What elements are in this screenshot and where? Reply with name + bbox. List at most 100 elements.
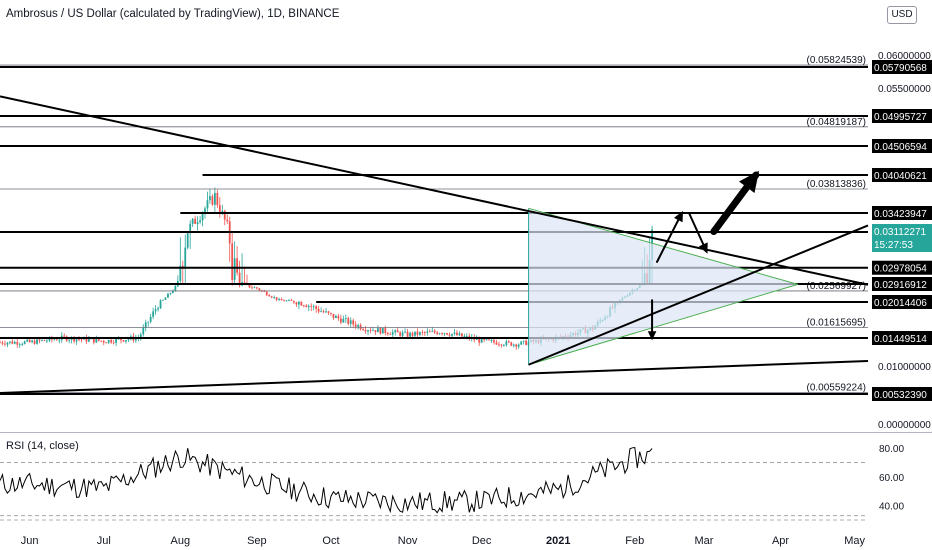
candle-body [372, 330, 374, 331]
candle-body [386, 333, 389, 335]
candle-body [38, 339, 41, 341]
candle-body [216, 192, 219, 206]
level-label: (0.00559224) [807, 382, 867, 393]
arrow-head [739, 170, 760, 193]
candle-body [493, 340, 495, 343]
candle-body [270, 296, 273, 298]
level-badge [872, 109, 932, 123]
candle-body [134, 338, 137, 341]
time-axis-tick: Feb [625, 535, 644, 547]
level-badge [872, 331, 932, 345]
candle-body [73, 337, 75, 342]
level-badge [872, 206, 932, 220]
candle-body [167, 293, 169, 298]
candle-body [391, 332, 394, 335]
currency-button[interactable]: USD [887, 6, 917, 24]
candle-body [147, 321, 150, 323]
candle-body [451, 333, 453, 336]
chart-header: Ambrosus / US Dollar (calculated by Trad… [6, 8, 340, 20]
candle-body [488, 339, 490, 341]
candle-body [288, 299, 290, 301]
candle-body [485, 339, 488, 341]
candle-body [416, 331, 419, 335]
candle-body [448, 334, 451, 336]
candle-body [248, 284, 251, 288]
candle-body [105, 342, 108, 344]
candle-body [414, 331, 416, 336]
candle-body [446, 333, 448, 335]
candle-body [310, 305, 313, 307]
candle-body [337, 315, 340, 319]
candle-body [157, 308, 159, 310]
time-axis-tick: May [844, 535, 865, 547]
candle-body [199, 220, 201, 223]
arrow-head [673, 210, 683, 223]
triangle-fill [528, 208, 798, 365]
candle-body [174, 286, 177, 291]
candle-body [169, 292, 172, 294]
time-axis-tick: Aug [171, 535, 191, 547]
candle-body [325, 311, 327, 313]
candle-body [349, 320, 352, 324]
current-price-label: 0.03112271 [874, 227, 927, 238]
candle-body [209, 196, 211, 201]
candle-body [290, 299, 293, 301]
level-badge-label: 0.02916912 [874, 280, 927, 291]
candle-body [315, 306, 318, 309]
candle-body [495, 342, 498, 345]
candle-body [404, 331, 406, 333]
pane-separator[interactable] [0, 432, 932, 433]
candle-body [480, 338, 483, 343]
candle-body [88, 339, 90, 342]
candle-body [186, 231, 189, 248]
candle-body [396, 330, 399, 333]
candle-body [154, 309, 157, 312]
candle-body [162, 299, 164, 301]
arrow-head [647, 331, 657, 341]
candle-body [354, 324, 357, 327]
candle-body [55, 339, 58, 341]
current-price-badge [872, 224, 932, 252]
candle-body [456, 332, 458, 336]
candle-body [191, 218, 194, 224]
candle-body [525, 340, 528, 345]
candle-body [102, 340, 105, 343]
candle-body [335, 315, 337, 319]
long-support-line [0, 360, 869, 394]
candle-body [428, 331, 431, 333]
level-badge-label: 0.04040621 [874, 171, 927, 182]
time-axis-tick: 2021 [546, 535, 570, 547]
candle-body [515, 344, 518, 347]
candle-body [441, 333, 444, 335]
candle-body [475, 338, 478, 340]
arrow-shaft [656, 212, 683, 263]
candle-body [498, 344, 500, 346]
candle-body [75, 339, 78, 342]
candle-body [377, 328, 379, 333]
rsi-indicator-label: RSI (14, close) [6, 440, 79, 452]
candle-body [213, 192, 216, 205]
time-axis-tick: Nov [398, 535, 418, 547]
candle-body [283, 300, 285, 302]
candle-body [1, 342, 4, 344]
time-axis-tick: Dec [472, 535, 492, 547]
triangle-lower-edge [528, 283, 798, 366]
candle-body [352, 320, 355, 325]
candle-body [401, 332, 404, 336]
level-badge [872, 277, 932, 291]
candle-body [419, 332, 421, 335]
candle-body [122, 340, 125, 342]
level-label: (0.03813836) [807, 179, 867, 190]
candle-body [196, 222, 199, 224]
candle-body [322, 311, 325, 313]
candle-body [265, 291, 268, 296]
candle-body [406, 331, 409, 337]
candle-body [53, 339, 56, 341]
candle-body [58, 339, 61, 341]
candle-body [330, 312, 332, 314]
candle-body [85, 337, 88, 342]
downtrend-line [0, 95, 869, 286]
candle-body [110, 339, 113, 343]
candle-body [95, 338, 98, 343]
